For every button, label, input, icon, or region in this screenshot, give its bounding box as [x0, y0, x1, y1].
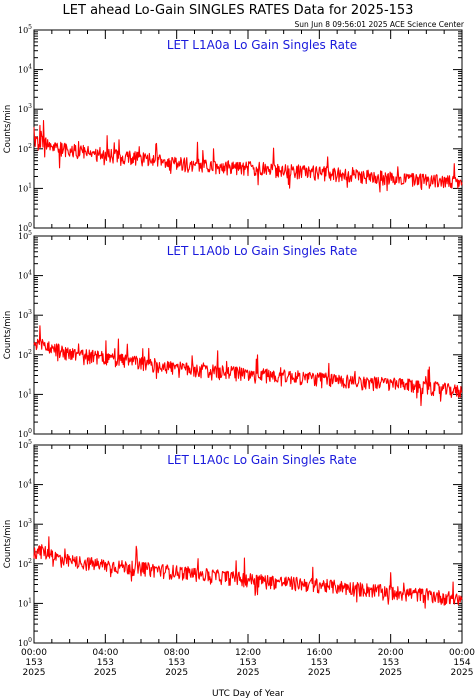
y-tick-exponent: 3 — [28, 518, 32, 525]
y-tick-label: 100 — [18, 637, 32, 648]
y-tick-exponent: 0 — [28, 428, 32, 435]
x-tick-year: 2025 — [308, 668, 331, 678]
y-tick-base: 10 — [18, 66, 28, 75]
y-tick-exponent: 5 — [28, 24, 32, 31]
x-tick-year: 2025 — [94, 668, 117, 678]
plot-frame — [33, 444, 463, 644]
y-tick-base: 10 — [18, 599, 28, 608]
rate-trace — [33, 120, 463, 193]
y-tick-label: 101 — [18, 388, 32, 399]
plot-frame — [33, 29, 463, 229]
y-tick-exponent: 3 — [28, 309, 32, 316]
y-tick-base: 10 — [18, 184, 28, 193]
panel-title: LET L1A0a Lo Gain Singles Rate — [167, 38, 357, 52]
x-tick-year: 2025 — [451, 668, 474, 678]
y-tick-base: 10 — [18, 520, 28, 529]
y-tick-label: 104 — [18, 479, 32, 490]
y-tick-label: 100 — [18, 428, 32, 439]
x-axis-label: UTC Day of Year — [212, 689, 284, 699]
y-tick-base: 10 — [18, 232, 28, 241]
x-tick-doy: 153 — [25, 658, 42, 668]
y-tick-exponent: 1 — [28, 388, 32, 395]
y-tick-exponent: 0 — [28, 222, 32, 229]
y-tick-exponent: 4 — [28, 479, 32, 486]
y-tick-exponent: 1 — [28, 597, 32, 604]
y-tick-base: 10 — [18, 639, 28, 648]
y-tick-label: 102 — [18, 558, 32, 569]
panel-title: LET L1A0c Lo Gain Singles Rate — [167, 453, 357, 467]
y-tick-label: 105 — [18, 230, 32, 241]
x-tick-year: 2025 — [379, 668, 402, 678]
rate-trace — [33, 325, 463, 407]
y-tick-label: 102 — [18, 143, 32, 154]
x-tick-time: 08:00 — [164, 648, 190, 658]
x-tick-doy: 153 — [239, 658, 256, 668]
y-tick-base: 10 — [18, 105, 28, 114]
y-tick-label: 103 — [18, 518, 32, 529]
y-tick-label: 105 — [18, 439, 32, 450]
y-tick-base: 10 — [18, 390, 28, 399]
x-tick-doy: 153 — [382, 658, 399, 668]
y-axis-label: Counts/min — [3, 520, 13, 569]
x-tick-time: 00:00 — [449, 648, 475, 658]
x-tick-time: 12:00 — [235, 648, 261, 658]
rate-trace — [33, 536, 463, 609]
y-tick-exponent: 2 — [28, 143, 32, 150]
x-tick-time: 04:00 — [92, 648, 118, 658]
x-tick-doy: 153 — [168, 658, 185, 668]
y-tick-label: 101 — [18, 597, 32, 608]
y-tick-exponent: 2 — [28, 558, 32, 565]
y-tick-exponent: 0 — [28, 637, 32, 644]
y-tick-exponent: 2 — [28, 349, 32, 356]
y-axis-label: Counts/min — [3, 311, 13, 360]
x-tick-year: 2025 — [23, 668, 46, 678]
y-tick-label: 103 — [18, 309, 32, 320]
x-tick-doy: 153 — [97, 658, 114, 668]
x-tick-doy: 154 — [453, 658, 470, 668]
y-tick-label: 104 — [18, 270, 32, 281]
figure-title: LET ahead Lo-Gain SINGLES RATES Data for… — [63, 3, 414, 18]
x-tick-year: 2025 — [237, 668, 260, 678]
y-tick-base: 10 — [18, 272, 28, 281]
y-tick-base: 10 — [18, 351, 28, 360]
y-tick-exponent: 3 — [28, 103, 32, 110]
y-tick-label: 100 — [18, 222, 32, 233]
y-tick-exponent: 5 — [28, 230, 32, 237]
y-tick-label: 101 — [18, 182, 32, 193]
y-tick-label: 102 — [18, 349, 32, 360]
x-tick-doy: 153 — [311, 658, 328, 668]
y-tick-label: 103 — [18, 103, 32, 114]
y-tick-label: 105 — [18, 24, 32, 35]
x-tick-time: 16:00 — [306, 648, 332, 658]
panel-title: LET L1A0b Lo Gain Singles Rate — [167, 244, 358, 258]
x-tick-year: 2025 — [165, 668, 188, 678]
y-tick-exponent: 4 — [28, 64, 32, 71]
y-tick-exponent: 5 — [28, 439, 32, 446]
generation-timestamp: Sun Jun 8 09:56:01 2025 ACE Science Cent… — [294, 20, 464, 29]
x-tick-time: 20:00 — [378, 648, 404, 658]
y-axis-label: Counts/min — [3, 105, 13, 154]
y-tick-exponent: 4 — [28, 270, 32, 277]
y-tick-label: 104 — [18, 64, 32, 75]
y-tick-base: 10 — [18, 441, 28, 450]
y-tick-base: 10 — [18, 311, 28, 320]
y-tick-exponent: 1 — [28, 182, 32, 189]
x-tick-time: 00:00 — [21, 648, 47, 658]
y-tick-base: 10 — [18, 560, 28, 569]
plot-frame — [33, 235, 463, 435]
y-tick-base: 10 — [18, 145, 28, 154]
y-tick-base: 10 — [18, 26, 28, 35]
y-tick-base: 10 — [18, 481, 28, 490]
y-tick-base: 10 — [18, 224, 28, 233]
y-tick-base: 10 — [18, 430, 28, 439]
